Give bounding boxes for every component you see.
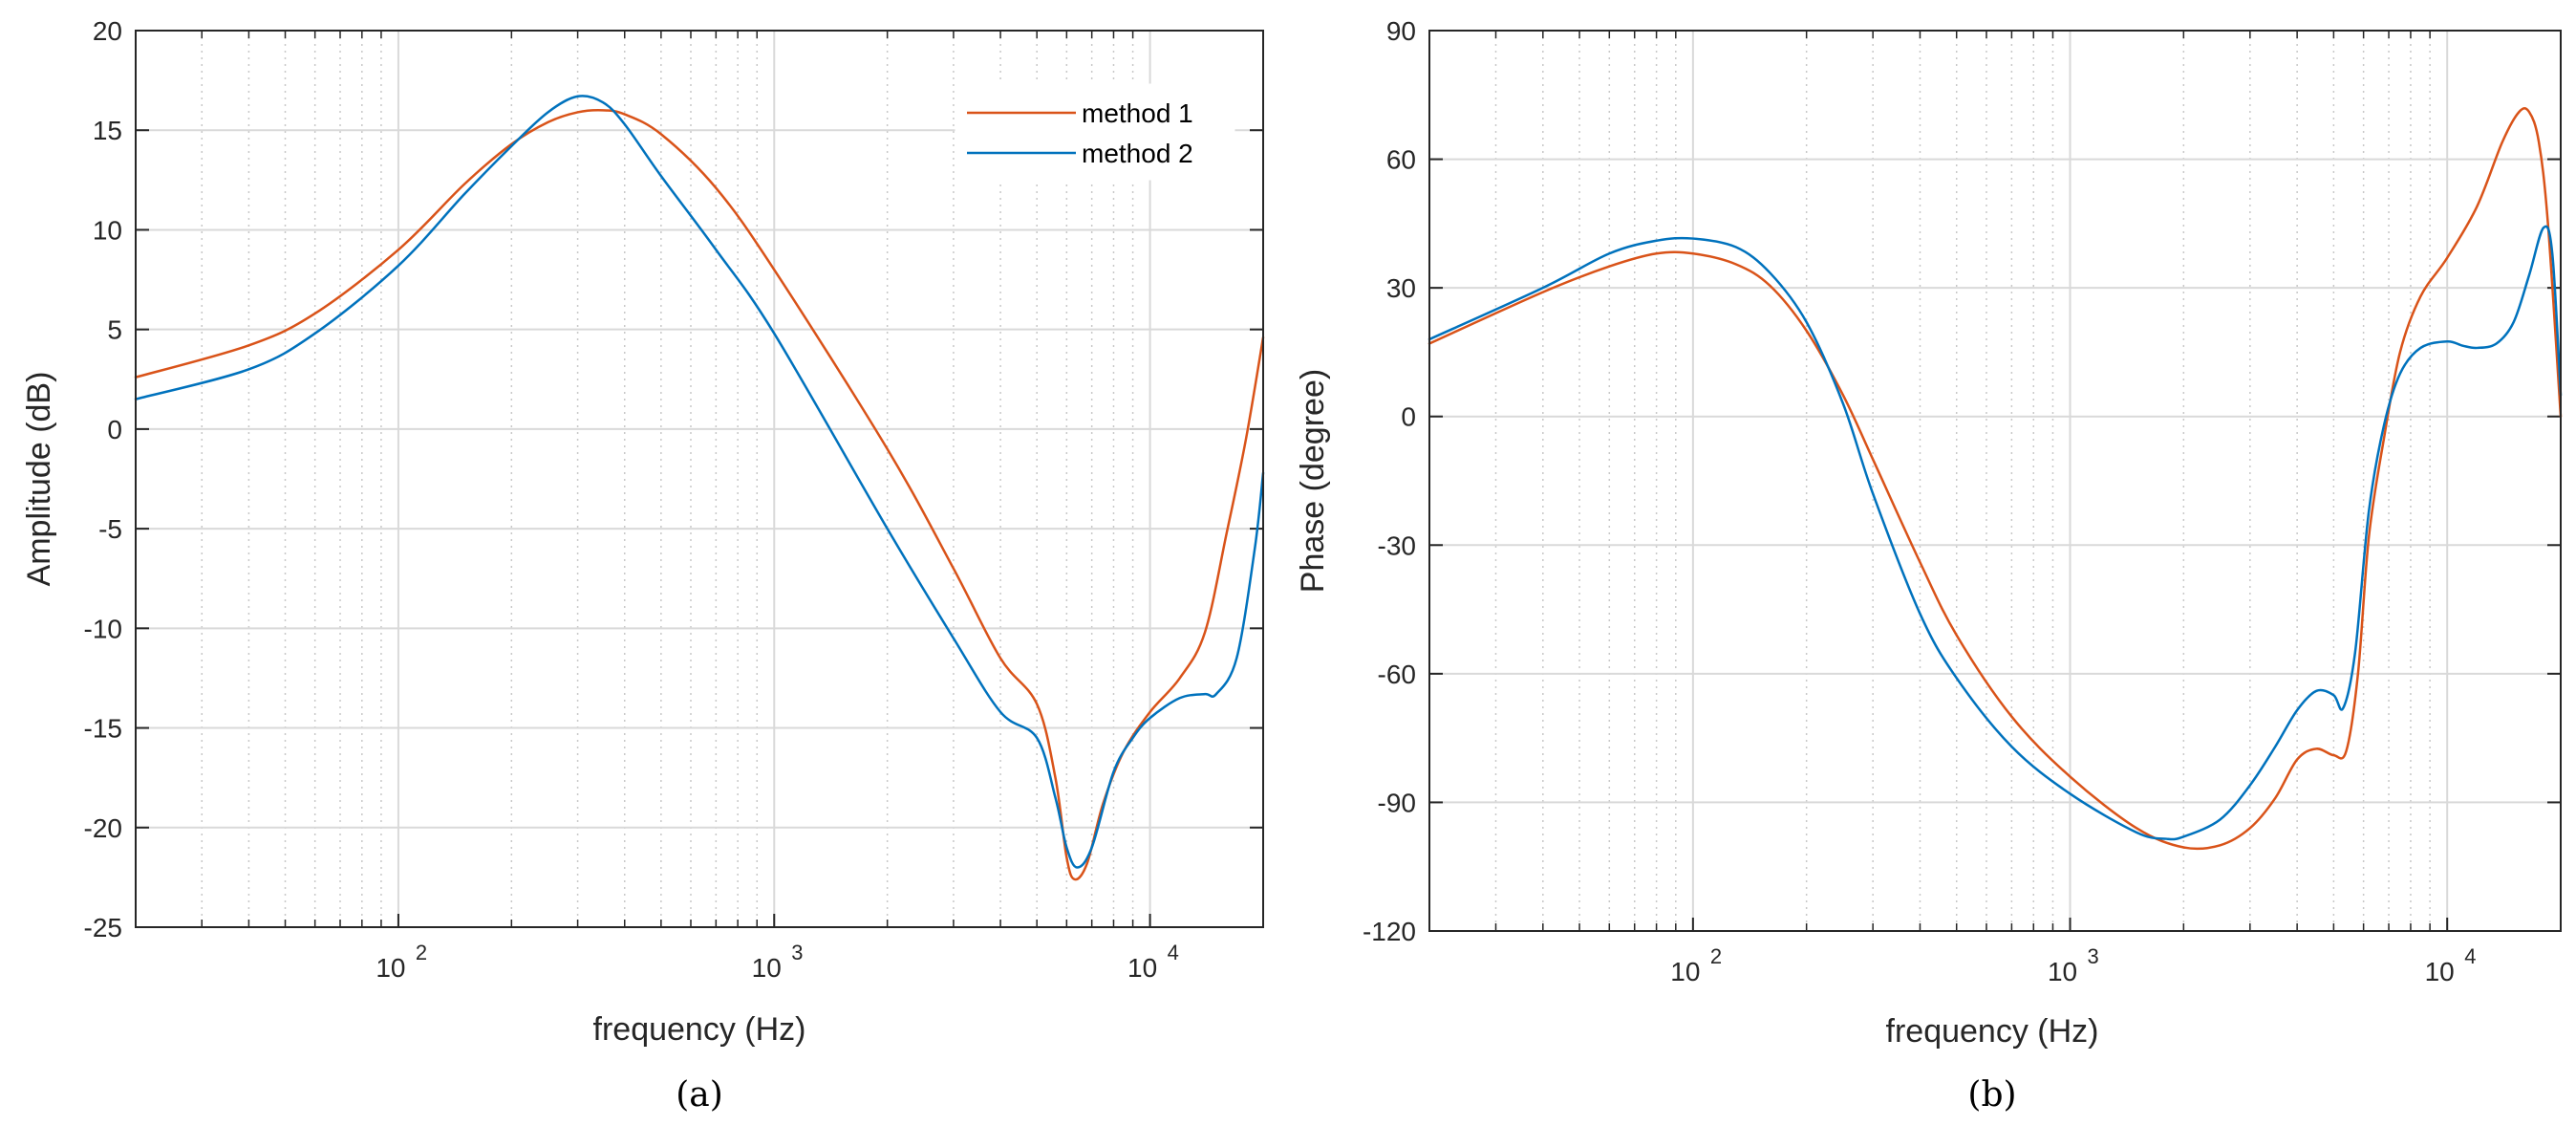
series-line-method-2: [1428, 225, 2563, 841]
y-tick-label: -25: [84, 913, 122, 942]
plot-frame-b: [1428, 30, 2562, 932]
y-tick-label: 15: [93, 116, 122, 145]
x-tick-label: 10: [752, 953, 782, 983]
y-tick-label: 20: [93, 16, 122, 46]
y-tick-label: -60: [1378, 660, 1416, 689]
tick-labels-b: 10 2 10 3 10 4 -120 -90 -60 -30 0 30 60 90: [1363, 16, 2476, 986]
x-tick-exponent: 2: [416, 941, 427, 964]
x-tick-exponent: 2: [1710, 944, 1722, 968]
x-tick-label: 10: [1670, 957, 1700, 986]
legend-label-method-1: method 1: [1082, 98, 1193, 128]
legend-label-method-2: method 2: [1082, 139, 1193, 168]
y-tick-label: 5: [107, 315, 122, 345]
y-axis-label-b: Phase (degree): [1295, 369, 1331, 593]
tick-labels-a: 10 2 10 3 10 4 -25 -20 -15 -10 -5 0 5 10 15 20: [84, 16, 1179, 983]
plot-area-b: [1429, 31, 2561, 931]
plot-frame-a: [135, 30, 1264, 928]
y-tick-label: -5: [98, 514, 122, 544]
x-axis-label-b: frequency (Hz): [1886, 1013, 2099, 1050]
y-tick-label: -20: [84, 813, 122, 843]
x-tick-label: 10: [2425, 957, 2455, 986]
series-lines-a: [134, 95, 1265, 881]
y-tick-label: -15: [84, 714, 122, 744]
y-tick-label: 10: [93, 215, 122, 245]
y-tick-label: 0: [107, 415, 122, 444]
y-tick-label: 30: [1386, 273, 1416, 303]
y-tick-label: 60: [1386, 145, 1416, 175]
legend-box: [955, 83, 1235, 181]
y-axis-label-a: Amplitude (dB): [21, 372, 57, 587]
series-lines-b: [1428, 107, 2563, 851]
y-tick-label: -90: [1378, 788, 1416, 817]
series-line-method-1: [134, 109, 1265, 881]
x-tick-exponent: 3: [791, 941, 803, 964]
caption-b: (b): [1967, 1075, 2016, 1115]
y-tick-label: 90: [1386, 16, 1416, 46]
series-line-method-2: [134, 95, 1265, 869]
chart-panel-b: 10 2 10 3 10 4 -120 -90 -60 -30 0 30 60 90 frequency …: [1295, 16, 2563, 1115]
series-line-method-1: [1428, 107, 2563, 851]
x-tick-label: 10: [1127, 953, 1157, 983]
x-tick-label: 10: [376, 953, 405, 983]
y-tick-label: 0: [1401, 402, 1416, 432]
y-tick-label: -120: [1363, 917, 1416, 946]
x-tick-label: 10: [2048, 957, 2077, 986]
y-tick-label: -10: [84, 614, 122, 643]
y-tick-label: -30: [1378, 531, 1416, 560]
legend: method 1 method 2: [955, 83, 1235, 181]
x-tick-exponent: 3: [2088, 944, 2099, 968]
caption-a: (a): [676, 1075, 723, 1115]
x-axis-label-a: frequency (Hz): [593, 1011, 806, 1048]
x-tick-exponent: 4: [2464, 944, 2476, 968]
chart-panel-a: 10 2 10 3 10 4 -25 -20 -15 -10 -5 0 5 10 15 20 frequenc…: [21, 16, 1265, 1115]
x-tick-exponent: 4: [1168, 941, 1179, 964]
